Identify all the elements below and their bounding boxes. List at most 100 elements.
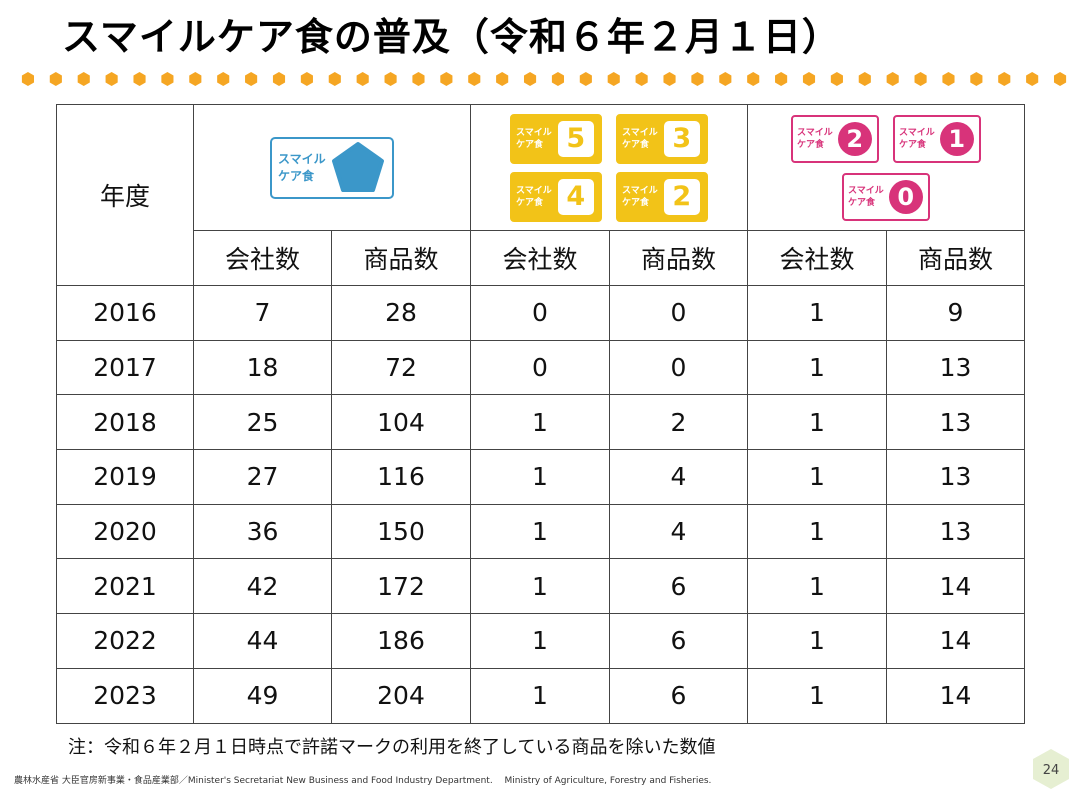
- hex-dot: [1026, 72, 1039, 86]
- value-cell: 4: [609, 449, 748, 505]
- year-header: 年度: [56, 104, 194, 286]
- hex-dot: [217, 72, 230, 86]
- hex-dot: [830, 72, 843, 86]
- value-cell: 0: [470, 339, 610, 396]
- hex-dot: [635, 72, 648, 86]
- page-title: スマイルケア食の普及（令和６年２月１日）: [62, 15, 841, 59]
- hex-dot: [189, 72, 202, 86]
- value-cell: 1: [747, 449, 887, 505]
- value-cell: 116: [331, 449, 471, 505]
- hex-dot: [970, 72, 983, 86]
- value-cell: 1: [470, 449, 610, 505]
- hex-dot: [384, 72, 397, 86]
- table-row: 2022 44 186 1 6 1 14: [56, 613, 1025, 669]
- table-row: 2023 49 204 1 6 1 14: [56, 667, 1025, 724]
- value-cell: 1: [470, 558, 610, 615]
- hex-dot: [886, 72, 899, 86]
- value-cell: 104: [331, 394, 471, 451]
- hex-dot: [914, 72, 927, 86]
- pink-mark-header: スマイル ケア食 2 スマイル ケア食 1 スマイル ケア食 0: [747, 104, 1025, 231]
- products-header: 商品数: [331, 230, 471, 286]
- blue-smile-care-mark: スマイル ケア食: [270, 136, 394, 199]
- value-cell: 1: [747, 613, 887, 669]
- hex-dot: [691, 72, 704, 86]
- smile-care-mark-5: スマイル ケア食 5: [510, 113, 602, 164]
- table-row: 2021 42 172 1 6 1 14: [56, 558, 1025, 615]
- table-row: 2016 7 28 0 0 1 9: [56, 285, 1025, 341]
- hex-dot: [858, 72, 871, 86]
- hex-dot: [802, 72, 816, 86]
- hex-dot: [328, 72, 341, 86]
- yellow-mark-header: スマイル ケア食 5 スマイル ケア食 3 スマイル ケア食 4 スマイル ケア食 2: [470, 104, 748, 231]
- value-cell: 13: [886, 394, 1025, 451]
- value-cell: 44: [193, 613, 332, 669]
- value-cell: 2: [609, 394, 748, 451]
- value-cell: 13: [886, 339, 1025, 396]
- hex-dot: [440, 72, 453, 86]
- smile-care-mark-1: スマイル ケア食 1: [893, 114, 981, 163]
- value-cell: 18: [193, 339, 332, 396]
- value-cell: 13: [886, 503, 1025, 560]
- value-cell: 1: [470, 394, 610, 451]
- products-header: 商品数: [886, 230, 1025, 286]
- hexagon-icon: [1033, 749, 1069, 789]
- pentagon-icon: [331, 141, 384, 192]
- value-cell: 1: [747, 503, 887, 560]
- year-cell: 2019: [56, 449, 194, 505]
- hex-dot: [775, 72, 788, 86]
- companies-header: 会社数: [193, 230, 332, 286]
- hex-dot: [523, 72, 537, 86]
- hex-dot: [747, 72, 760, 86]
- blue-mark-header: スマイル ケア食: [193, 104, 471, 231]
- hex-dot: [719, 72, 732, 86]
- hex-dot: [663, 72, 676, 86]
- hex-dot: [579, 72, 592, 86]
- table-row: 2020 36 150 1 4 1 13: [56, 503, 1025, 560]
- companies-header: 会社数: [747, 230, 887, 286]
- hex-dot: [998, 72, 1011, 86]
- year-cell: 2018: [56, 394, 194, 451]
- value-cell: 14: [886, 558, 1025, 615]
- value-cell: 0: [470, 285, 610, 341]
- value-cell: 172: [331, 558, 471, 615]
- value-cell: 1: [747, 667, 887, 724]
- value-cell: 6: [609, 613, 748, 669]
- value-cell: 1: [747, 394, 887, 451]
- hex-dot: [77, 72, 90, 86]
- value-cell: 42: [193, 558, 332, 615]
- hex-dot: [161, 72, 174, 86]
- value-cell: 6: [609, 558, 748, 615]
- value-cell: 7: [193, 285, 332, 341]
- hex-dot: [245, 72, 258, 86]
- year-cell: 2017: [56, 339, 194, 396]
- hex-dot: [942, 72, 955, 86]
- hex-dot: [607, 72, 620, 86]
- products-header: 商品数: [609, 230, 748, 286]
- value-cell: 150: [331, 503, 471, 560]
- value-cell: 36: [193, 503, 332, 560]
- smile-care-table: 年度 スマイル ケア食 スマイル ケア食 5: [56, 104, 1025, 724]
- value-cell: 0: [609, 285, 748, 341]
- hex-dot: [272, 72, 286, 86]
- value-cell: 14: [886, 613, 1025, 669]
- hex-dot: [133, 72, 146, 86]
- value-cell: 13: [886, 449, 1025, 505]
- year-cell: 2020: [56, 503, 194, 560]
- year-cell: 2021: [56, 558, 194, 615]
- value-cell: 6: [609, 667, 748, 724]
- value-cell: 1: [747, 558, 887, 615]
- hex-dot: [412, 72, 425, 86]
- table-row: 2018 25 104 1 2 1 13: [56, 394, 1025, 451]
- value-cell: 1: [470, 613, 610, 669]
- hex-dot: [49, 72, 62, 86]
- table-note: 注：令和６年２月１日時点で許諾マークの利用を終了している商品を除いた数値: [68, 737, 716, 758]
- value-cell: 27: [193, 449, 332, 505]
- hex-dot: [356, 72, 369, 86]
- value-cell: 25: [193, 394, 332, 451]
- table-row: 2017 18 72 0 0 1 13: [56, 339, 1025, 396]
- value-cell: 4: [609, 503, 748, 560]
- smile-care-mark-0: スマイル ケア食 0: [842, 172, 930, 221]
- smile-care-mark-2p: スマイル ケア食 2: [791, 114, 879, 163]
- dot-divider: [21, 72, 1067, 86]
- value-cell: 9: [886, 285, 1025, 341]
